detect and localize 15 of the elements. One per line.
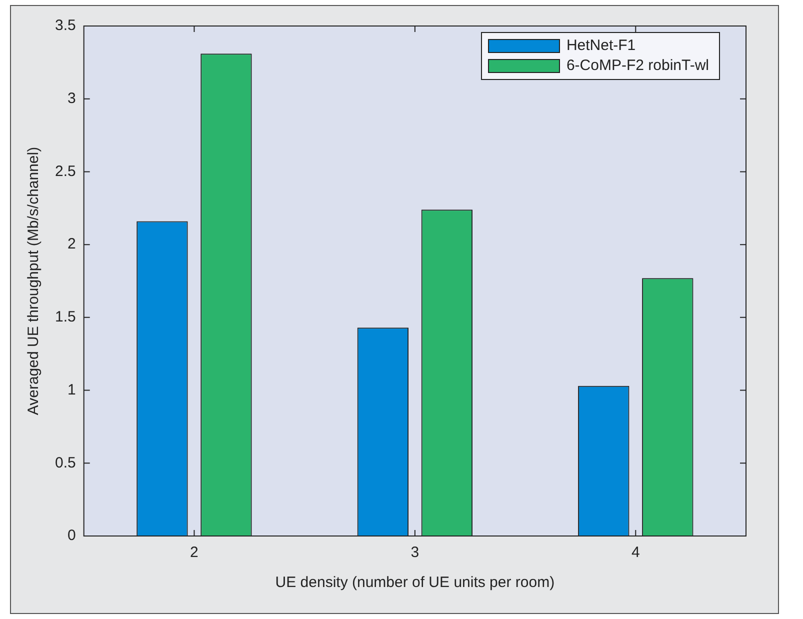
x-axis-title: UE density (number of UE units per room)	[275, 574, 555, 592]
y-tick-label: 2	[68, 236, 76, 253]
y-tick-label: 1.5	[54, 308, 76, 326]
x-tick-label: 2	[190, 544, 198, 562]
x-tick-label: 3	[410, 544, 420, 562]
y-tick-label: 0.5	[54, 454, 76, 472]
y-tick-label: 2.5	[54, 162, 76, 180]
x-tick-label: 4	[631, 544, 640, 562]
y-tick-label: 3	[68, 90, 76, 107]
y-tick-label: 0	[68, 527, 76, 544]
legend-label: HetNet-F1	[566, 36, 636, 56]
y-tick-label: 3.5	[54, 17, 76, 34]
legend-label: 6-CoMP-F2 robinT-wl	[566, 56, 709, 76]
y-axis-title: Averaged UE throughput (Mb/s/channel)	[25, 146, 42, 416]
y-tick-label: 1	[68, 381, 76, 398]
